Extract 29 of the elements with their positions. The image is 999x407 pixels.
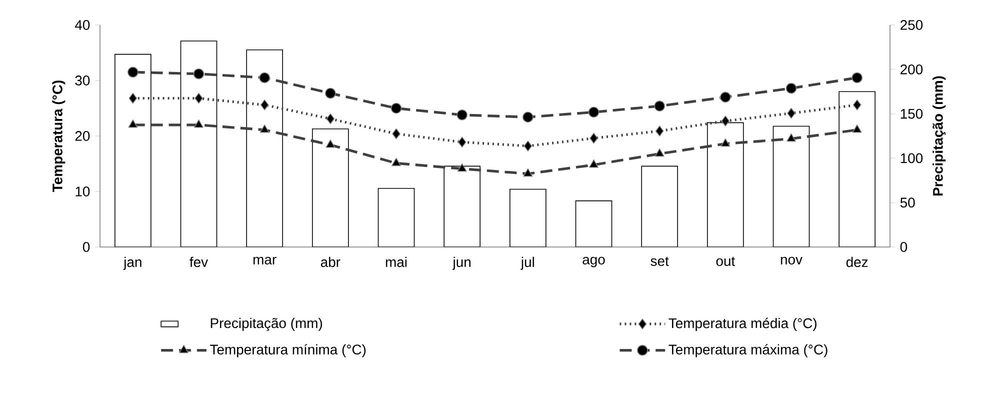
x-tick-label: out (716, 256, 736, 266)
legend-label: Precipitação (mm) (210, 318, 322, 331)
y-tick-label: 20 (75, 131, 90, 141)
x-tick-label: nov (780, 256, 802, 264)
legend-label: Temperatura mínima (°C) (210, 344, 366, 358)
legend-label: Temperatura máxima (°C) (668, 344, 828, 358)
y2-tick-label: 50 (900, 198, 915, 208)
y-tick-label: 0 (82, 242, 90, 252)
y2-tick-label: 150 (900, 108, 923, 119)
y2-tick-label: 250 (900, 20, 923, 30)
x-tick-label: ago (582, 256, 605, 268)
x-tick-label: dez (846, 256, 868, 268)
legend-label: Temperatura média (°C) (668, 318, 816, 331)
x-tick-label: mar (254, 256, 276, 264)
x-tick-label: fev (190, 256, 208, 268)
y-tick-label: 10 (76, 186, 90, 196)
x-tick-label: abr (320, 256, 340, 268)
y2-tick-label: 0 (900, 242, 908, 252)
y2-axis-title: Precipitação (mm) (932, 76, 946, 196)
x-tick-label: jun (452, 256, 470, 270)
y2-tick-label: 200 (900, 64, 923, 74)
x-tick-label: jan (123, 256, 142, 270)
x-tick-label: mai (386, 256, 407, 268)
y2-tick-label: 100 (900, 153, 923, 164)
y-tick-label: 30 (75, 76, 90, 86)
y-axis-title: Temperatura (°C) (52, 80, 66, 192)
x-tick-label: set (650, 256, 669, 266)
y-tick-label: 40 (74, 20, 90, 30)
x-tick-label: jul (520, 256, 534, 270)
